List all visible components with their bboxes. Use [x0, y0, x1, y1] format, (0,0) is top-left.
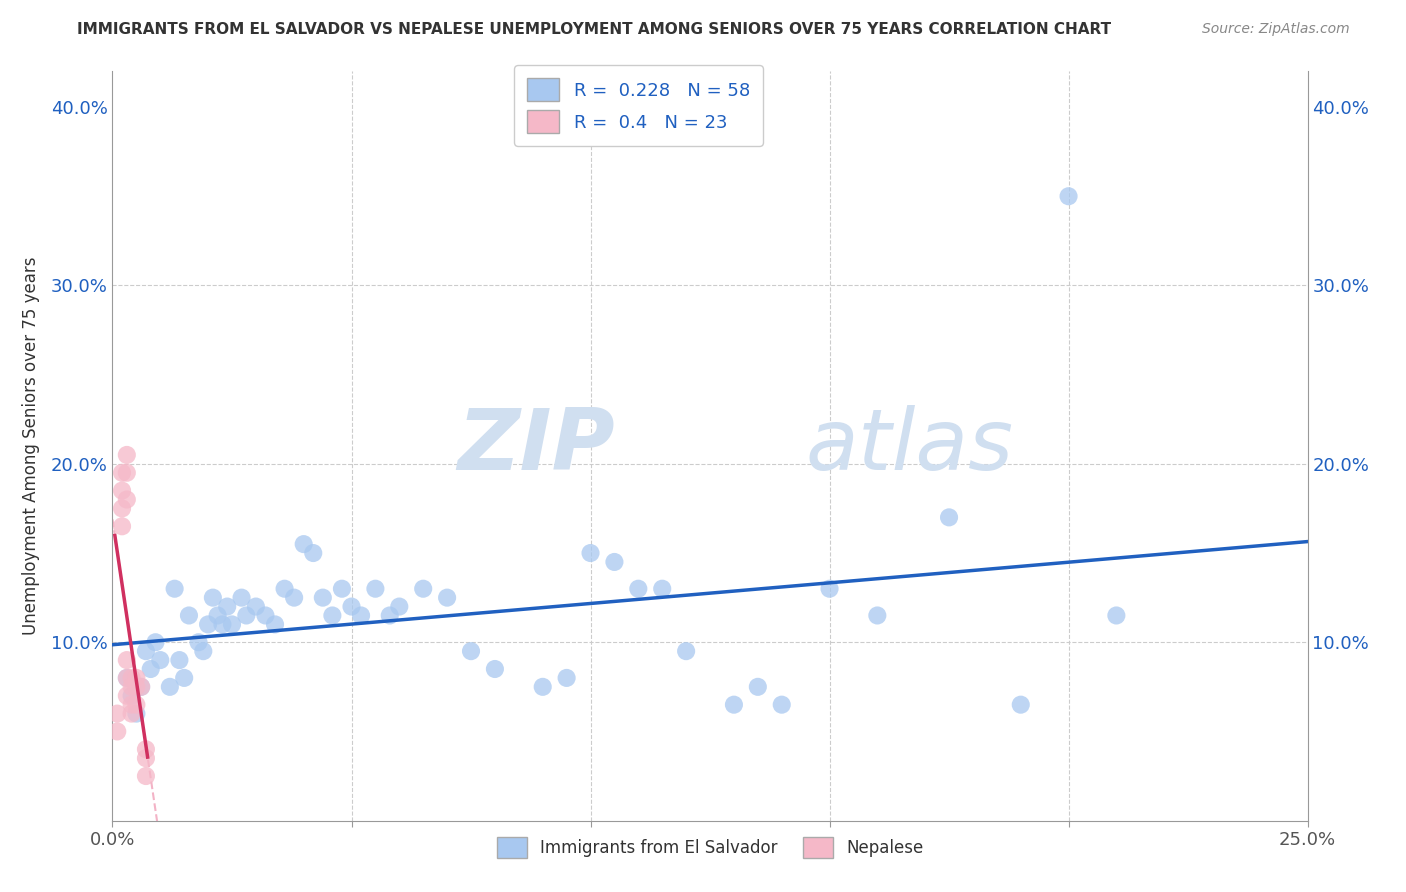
Point — [221, 617, 243, 632]
Point — [129, 680, 152, 694]
Point — [207, 608, 229, 623]
Point — [139, 662, 162, 676]
Point — [245, 599, 267, 614]
Point — [111, 466, 134, 480]
Text: Source: ZipAtlas.com: Source: ZipAtlas.com — [1202, 22, 1350, 37]
Point — [115, 689, 138, 703]
Point — [121, 680, 143, 694]
Point — [866, 608, 889, 623]
Point — [1010, 698, 1032, 712]
Point — [105, 706, 128, 721]
Point — [675, 644, 697, 658]
Point — [555, 671, 578, 685]
Point — [579, 546, 602, 560]
Point — [111, 483, 134, 498]
Point — [283, 591, 305, 605]
Point — [484, 662, 506, 676]
Point — [125, 680, 148, 694]
Point — [111, 519, 134, 533]
Point — [135, 742, 157, 756]
Point — [330, 582, 353, 596]
Point — [187, 635, 209, 649]
Y-axis label: Unemployment Among Seniors over 75 years: Unemployment Among Seniors over 75 years — [21, 257, 39, 635]
Point — [264, 617, 287, 632]
Point — [125, 671, 148, 685]
Point — [163, 582, 186, 596]
Point — [121, 706, 143, 721]
Point — [603, 555, 626, 569]
Point — [436, 591, 458, 605]
Point — [627, 582, 650, 596]
Point — [145, 635, 167, 649]
Point — [125, 706, 148, 721]
Point — [364, 582, 387, 596]
Point — [159, 680, 181, 694]
Point — [135, 769, 157, 783]
Point — [1057, 189, 1080, 203]
Point — [651, 582, 673, 596]
Point — [818, 582, 841, 596]
Point — [254, 608, 277, 623]
Point — [378, 608, 401, 623]
Point — [129, 680, 152, 694]
Point — [1105, 608, 1128, 623]
Point — [235, 608, 257, 623]
Point — [121, 698, 143, 712]
Text: IMMIGRANTS FROM EL SALVADOR VS NEPALESE UNEMPLOYMENT AMONG SENIORS OVER 75 YEARS: IMMIGRANTS FROM EL SALVADOR VS NEPALESE … — [77, 22, 1112, 37]
Point — [531, 680, 554, 694]
Point — [121, 689, 143, 703]
Point — [115, 671, 138, 685]
Legend: Immigrants from El Salvador, Nepalese: Immigrants from El Salvador, Nepalese — [491, 830, 929, 864]
Point — [115, 466, 138, 480]
Point — [302, 546, 325, 560]
Point — [231, 591, 253, 605]
Text: atlas: atlas — [806, 404, 1014, 488]
Point — [770, 698, 793, 712]
Point — [115, 671, 138, 685]
Point — [460, 644, 482, 658]
Point — [115, 653, 138, 667]
Point — [217, 599, 239, 614]
Point — [747, 680, 769, 694]
Point — [111, 501, 134, 516]
Point — [177, 608, 200, 623]
Point — [350, 608, 373, 623]
Point — [173, 671, 195, 685]
Point — [135, 644, 157, 658]
Point — [388, 599, 411, 614]
Point — [197, 617, 219, 632]
Point — [938, 510, 960, 524]
Point — [312, 591, 335, 605]
Point — [193, 644, 215, 658]
Point — [211, 617, 233, 632]
Point — [115, 448, 138, 462]
Point — [105, 724, 128, 739]
Point — [115, 492, 138, 507]
Point — [169, 653, 191, 667]
Point — [292, 537, 315, 551]
Point — [201, 591, 224, 605]
Text: ZIP: ZIP — [457, 404, 614, 488]
Point — [149, 653, 172, 667]
Point — [125, 698, 148, 712]
Point — [340, 599, 363, 614]
Point — [723, 698, 745, 712]
Point — [273, 582, 295, 596]
Point — [135, 751, 157, 765]
Point — [321, 608, 343, 623]
Point — [412, 582, 434, 596]
Point — [121, 671, 143, 685]
